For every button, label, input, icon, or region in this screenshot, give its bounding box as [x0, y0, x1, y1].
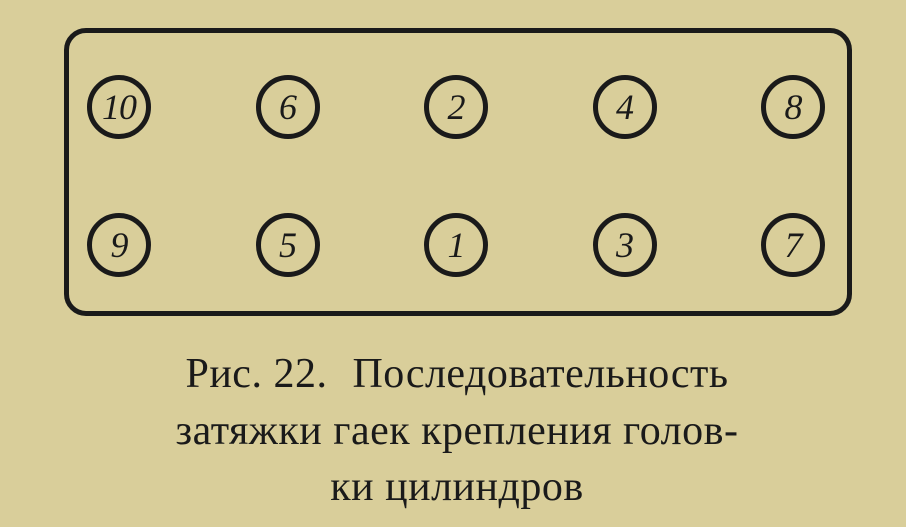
nut-circle: 6 [256, 75, 320, 139]
figure-prefix: Рис. [185, 351, 262, 397]
caption-text-line1: Последовательность [352, 351, 728, 397]
nut-circle: 4 [593, 75, 657, 139]
nut-row-bottom: 9 5 1 3 7 [69, 213, 847, 277]
nut-circle: 1 [424, 213, 488, 277]
nut-circle: 2 [424, 75, 488, 139]
nut-circle: 5 [256, 213, 320, 277]
nut-circle: 7 [761, 213, 825, 277]
nut-row-top: 10 6 2 4 8 [69, 75, 847, 139]
figure-caption: Рис. 22. Последовательность затяжки гаек… [32, 346, 882, 516]
figure-number: 22. [273, 351, 341, 397]
nut-circle: 9 [87, 213, 151, 277]
cylinder-head-outline: 10 6 2 4 8 9 5 1 3 7 [64, 28, 852, 316]
caption-text-line2: затяжки гаек крепления голов- [176, 408, 739, 454]
caption-text-line3: ки цилиндров [330, 464, 583, 510]
nut-circle: 10 [87, 75, 151, 139]
nut-circle: 8 [761, 75, 825, 139]
nut-circle: 3 [593, 213, 657, 277]
